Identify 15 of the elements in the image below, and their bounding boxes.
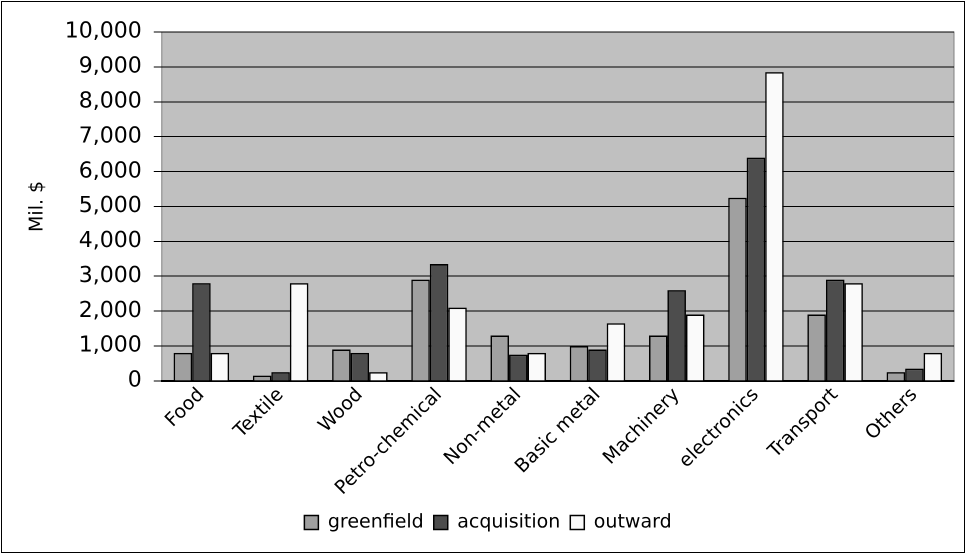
y-tick-label: 5,000 xyxy=(78,193,142,218)
y-tick-label: 9,000 xyxy=(78,54,142,79)
legend-label: outward xyxy=(594,510,672,532)
legend-label: acquisition xyxy=(457,510,560,532)
y-axis-title: Mil. $ xyxy=(25,180,48,232)
y-tick-label: 4,000 xyxy=(78,228,142,254)
y-tick-label: 6,000 xyxy=(78,158,142,184)
y-tick-label: 1,000 xyxy=(78,332,142,358)
y-tick-label: 8,000 xyxy=(78,88,142,114)
y-tick-label: 3,000 xyxy=(78,262,142,288)
y-tick-label: 10,000 xyxy=(64,18,142,44)
legend-label: greenfield xyxy=(328,510,424,532)
y-tick-label: 2,000 xyxy=(78,298,142,323)
y-tick-label: 7,000 xyxy=(78,123,142,148)
y-tick-label: 0 xyxy=(128,368,142,393)
